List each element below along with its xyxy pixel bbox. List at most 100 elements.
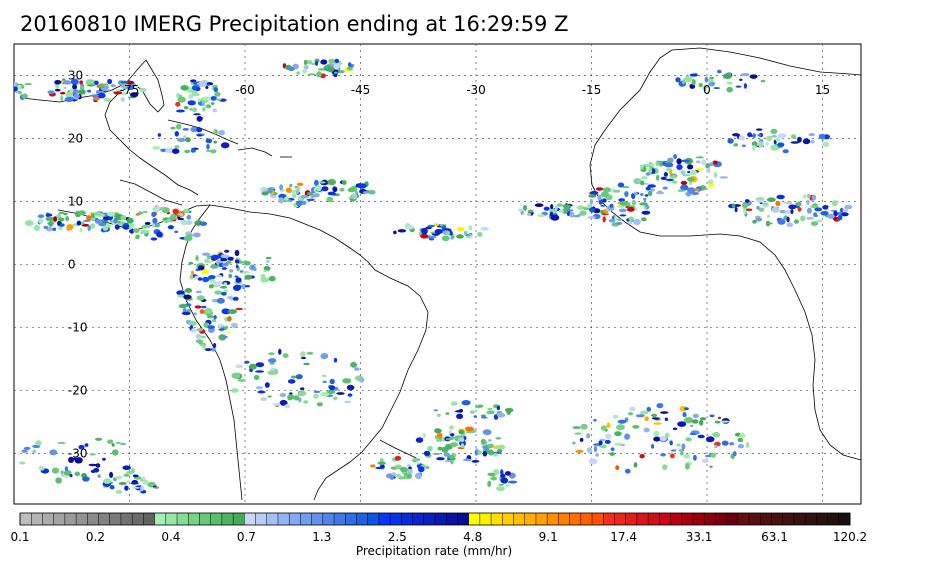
rain-cell (448, 230, 453, 236)
rain-cell (644, 163, 653, 167)
rain-cell (205, 149, 212, 152)
rain-cell (295, 374, 303, 380)
rain-cell (394, 464, 402, 469)
lon-label: -75 (120, 83, 140, 97)
rain-cell (206, 256, 212, 260)
rain-cell (119, 442, 127, 446)
rain-cell (132, 474, 139, 478)
colorbar-swatch (300, 513, 312, 525)
rain-cell (260, 273, 266, 279)
rain-cell (433, 409, 438, 412)
rain-cell (714, 420, 721, 424)
colorbar-swatch (244, 513, 256, 525)
rain-cell (645, 172, 651, 176)
rain-cell (202, 276, 210, 283)
rain-cell (790, 209, 794, 215)
rain-cell (705, 163, 710, 169)
rain-cell (153, 486, 160, 489)
rain-cell (190, 90, 198, 94)
rain-cell (701, 458, 709, 463)
longitude-labels: -75 -60 -45 -30 -15 0 15 (120, 83, 830, 97)
rain-cell (527, 212, 532, 216)
rain-cell (257, 390, 266, 394)
rain-cell (616, 424, 625, 431)
rain-cell (298, 196, 302, 201)
rain-cell (14, 81, 17, 88)
colorbar-title: Precipitation rate (mm/hr) (355, 544, 513, 558)
rain-cell (450, 235, 454, 240)
rain-cell (486, 410, 495, 415)
rain-cell (783, 209, 793, 215)
rain-cell (712, 160, 718, 165)
rain-cell (709, 162, 714, 167)
rain-cell (213, 281, 220, 286)
rain-cell (458, 429, 465, 435)
rain-cell (188, 94, 194, 99)
rain-cell (797, 207, 802, 212)
rain-cell (218, 334, 227, 341)
colorbar-tick-label: 0.4 (161, 530, 181, 544)
rain-cell (65, 216, 70, 222)
rain-cell (806, 193, 811, 199)
colorbar-swatch (625, 513, 638, 525)
rain-cell (244, 274, 252, 280)
rain-cell (665, 167, 673, 172)
colorbar-swatch (143, 513, 155, 525)
rain-cell (55, 477, 62, 484)
rain-cell (747, 132, 753, 138)
rain-cell (38, 218, 44, 224)
rain-cell (97, 92, 106, 99)
rain-cell (680, 170, 686, 175)
rain-cell (24, 83, 33, 86)
rain-cell (640, 193, 644, 196)
rain-cell (726, 86, 733, 93)
rain-cell (639, 202, 648, 206)
rain-cell (279, 184, 284, 190)
rain-cell (23, 446, 31, 450)
rain-cell (245, 285, 250, 288)
rain-cell (74, 471, 81, 477)
rain-cell (131, 486, 141, 489)
rain-cell (703, 85, 707, 92)
rain-cell (126, 84, 135, 91)
lat-label: 0 (68, 258, 76, 272)
rain-cell (199, 221, 208, 226)
rain-cell (663, 172, 669, 177)
rain-cell (107, 439, 114, 444)
rain-cell (81, 223, 90, 227)
rain-cell (17, 84, 22, 90)
rain-cell (208, 275, 216, 280)
rain-cell (88, 453, 97, 456)
rain-cell (651, 417, 660, 420)
colorbar-swatch (109, 513, 122, 525)
rain-cell (197, 265, 205, 271)
colorbar-swatch (838, 513, 851, 525)
rain-cell (311, 194, 320, 198)
colorbar-swatch (423, 513, 436, 525)
rain-cell (415, 437, 424, 443)
rain-cell (306, 191, 314, 196)
coastline-south-america (209, 204, 429, 501)
rain-cell (298, 392, 306, 396)
rain-cell (653, 422, 662, 425)
rain-cell (751, 141, 758, 147)
rain-cell (706, 167, 711, 174)
rain-cell (631, 199, 637, 206)
rain-cell (248, 363, 257, 370)
rain-cell (487, 480, 492, 487)
rain-cell (201, 305, 207, 309)
rain-cell (765, 141, 769, 146)
rain-cell (505, 408, 514, 413)
rain-cell (741, 144, 747, 148)
rain-cell (193, 312, 198, 316)
colorbar-tick-label: 17.4 (610, 530, 637, 544)
rain-cell (129, 92, 139, 98)
rain-cell (614, 215, 618, 221)
rain-cell (302, 69, 308, 74)
rain-cell (135, 213, 140, 216)
rain-cell (322, 380, 327, 384)
rain-cell (659, 436, 667, 442)
rain-cell (662, 464, 668, 471)
rain-cell (579, 437, 584, 442)
